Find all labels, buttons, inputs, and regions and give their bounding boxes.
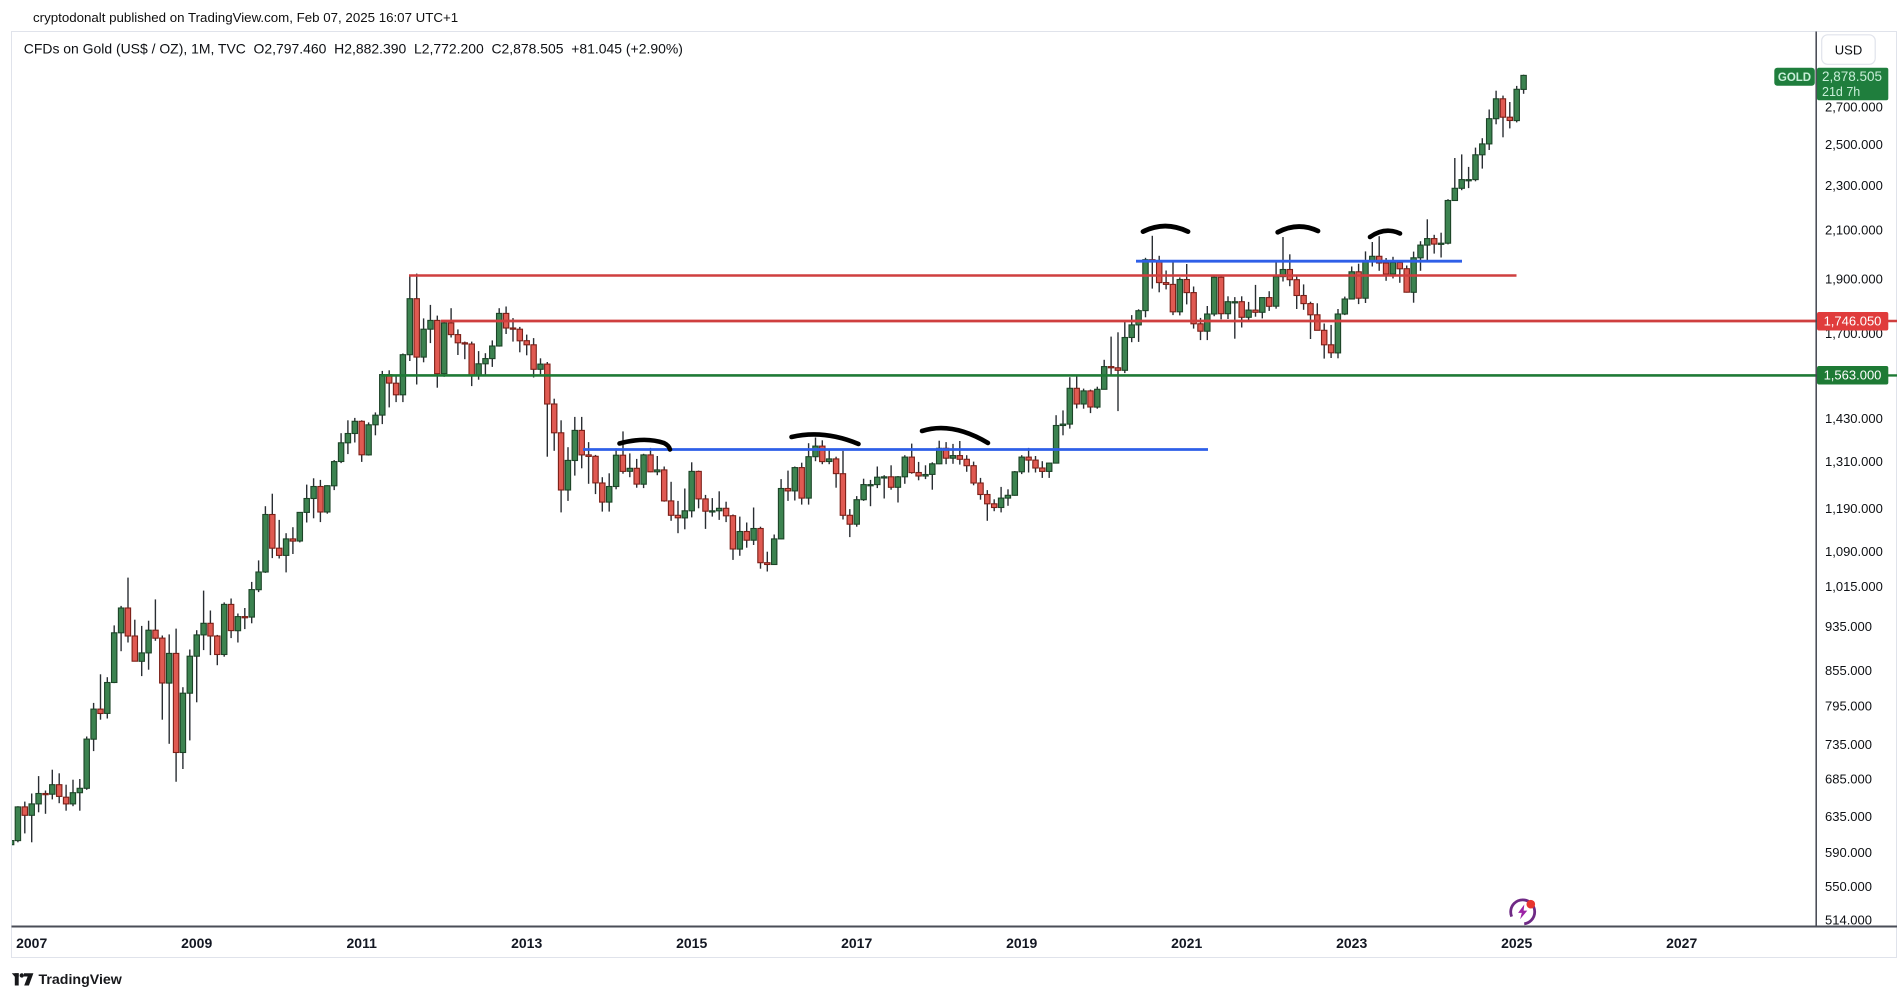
svg-text:635.000: 635.000	[1825, 809, 1872, 824]
svg-text:795.000: 795.000	[1825, 699, 1872, 714]
svg-text:21d 7h: 21d 7h	[1822, 85, 1860, 99]
svg-text:USD: USD	[1835, 43, 1862, 58]
svg-text:550.000: 550.000	[1825, 879, 1872, 894]
svg-text:2015: 2015	[676, 935, 707, 951]
svg-text:GOLD: GOLD	[1778, 72, 1811, 84]
svg-text:2,300.000: 2,300.000	[1825, 178, 1883, 193]
svg-text:1,090.000: 1,090.000	[1825, 544, 1883, 559]
svg-text:TradingView: TradingView	[39, 972, 123, 988]
svg-text:2023: 2023	[1336, 935, 1367, 951]
svg-text:2027: 2027	[1666, 935, 1697, 951]
svg-text:590.000: 590.000	[1825, 845, 1872, 860]
svg-text:935.000: 935.000	[1825, 619, 1872, 634]
svg-text:2025: 2025	[1501, 935, 1532, 951]
svg-text:2017: 2017	[841, 935, 872, 951]
svg-text:2019: 2019	[1006, 935, 1037, 951]
svg-text:1,900.000: 1,900.000	[1825, 272, 1883, 287]
svg-text:CFDs on Gold (US$ / OZ), 1M, T: CFDs on Gold (US$ / OZ), 1M, TVC O2,797.…	[24, 41, 683, 57]
svg-text:1,430.000: 1,430.000	[1825, 411, 1883, 426]
svg-text:2009: 2009	[181, 935, 212, 951]
svg-text:2,100.000: 2,100.000	[1825, 223, 1883, 238]
svg-text:2013: 2013	[511, 935, 542, 951]
svg-text:735.000: 735.000	[1825, 737, 1872, 752]
svg-text:514.000: 514.000	[1825, 912, 1872, 927]
svg-text:685.000: 685.000	[1825, 772, 1872, 787]
svg-text:2,500.000: 2,500.000	[1825, 137, 1883, 152]
svg-text:1,190.000: 1,190.000	[1825, 501, 1883, 516]
svg-text:1,563.000: 1,563.000	[1824, 368, 1882, 383]
svg-text:2007: 2007	[16, 935, 47, 951]
svg-text:2021: 2021	[1171, 935, 1202, 951]
svg-text:2,700.000: 2,700.000	[1825, 99, 1883, 114]
svg-text:1,310.000: 1,310.000	[1825, 454, 1883, 469]
svg-text:1,746.050: 1,746.050	[1824, 314, 1882, 329]
svg-text:2011: 2011	[347, 935, 378, 951]
svg-text:1,015.000: 1,015.000	[1825, 579, 1883, 594]
svg-text:cryptodonalt published on Trad: cryptodonalt published on TradingView.co…	[33, 10, 458, 25]
svg-text:855.000: 855.000	[1825, 663, 1872, 678]
svg-text:2,878.505: 2,878.505	[1822, 69, 1882, 84]
